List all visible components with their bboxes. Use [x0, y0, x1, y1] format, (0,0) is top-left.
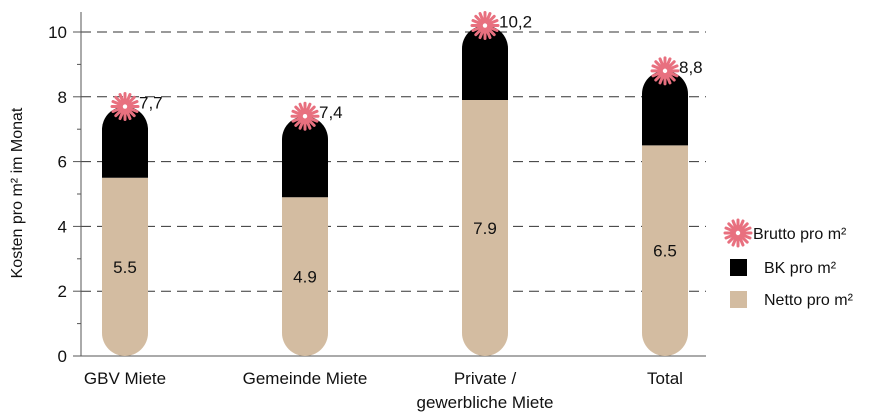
bar-bk — [282, 116, 328, 198]
bar-bk — [462, 25, 508, 101]
bar-netto — [282, 197, 328, 356]
y-tick-label: 6 — [58, 153, 67, 172]
y-axis-label: Kosten pro m² im Monat — [9, 107, 26, 278]
x-category-label: Private / — [454, 369, 517, 388]
y-tick-label: 8 — [58, 88, 67, 107]
y-tick-label: 0 — [58, 347, 67, 366]
legend: Brutto pro m² BK pro m² Netto pro m² — [723, 218, 854, 309]
y-tick-label: 10 — [48, 23, 67, 42]
y-tick-label: 2 — [58, 282, 67, 301]
netto-value-label: 6.5 — [653, 242, 677, 261]
bars — [102, 25, 688, 356]
netto-value-label: 4.9 — [293, 268, 317, 287]
x-category-label: GBV Miete — [84, 369, 166, 388]
labels: 5.5 7,7 GBV Miete 4.9 7,4 Gemeinde Miete 7.9 10… — [84, 11, 703, 412]
brutto-marker-icon — [290, 101, 320, 131]
gridlines — [81, 31, 706, 292]
brutto-value-label: 10,2 — [499, 13, 532, 32]
legend-bk-swatch — [730, 259, 747, 276]
brutto-value-label: 7,4 — [319, 103, 343, 122]
legend-brutto-label: Brutto pro m² — [753, 226, 847, 243]
legend-bk-label: BK pro m² — [764, 260, 837, 277]
x-category-label: Total — [647, 369, 683, 388]
y-tick-label: 4 — [58, 217, 67, 236]
brutto-value-label: 7,7 — [139, 94, 163, 113]
y-axis: 0 2 4 6 8 10 — [48, 12, 706, 366]
x-category-label: gewerbliche Miete — [416, 393, 553, 412]
brutto-marker-icon — [650, 56, 680, 86]
netto-value-label: 5.5 — [113, 258, 137, 277]
brutto-marker-icon — [110, 92, 140, 122]
bar-bk — [102, 106, 148, 178]
bar-bk — [642, 70, 688, 146]
legend-netto-swatch — [730, 291, 747, 308]
legend-brutto-icon — [723, 218, 753, 248]
x-category-label: Gemeinde Miete — [243, 369, 368, 388]
bar-netto — [462, 100, 508, 356]
brutto-marker-icon — [470, 11, 500, 41]
legend-netto-label: Netto pro m² — [764, 292, 854, 309]
bar-netto — [102, 177, 148, 356]
netto-value-label: 7.9 — [473, 219, 497, 238]
brutto-value-label: 8,8 — [679, 58, 703, 77]
bar-netto — [642, 145, 688, 356]
